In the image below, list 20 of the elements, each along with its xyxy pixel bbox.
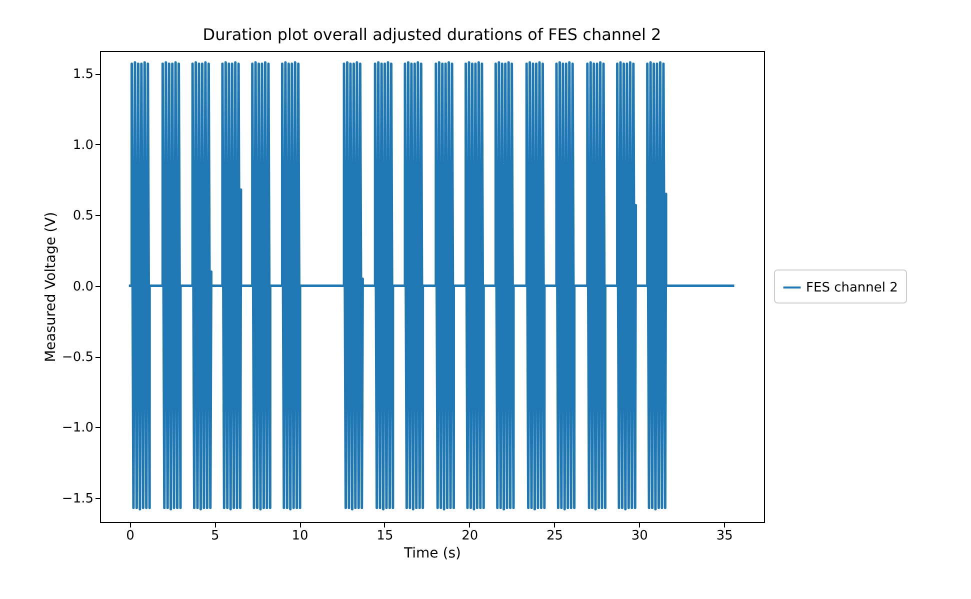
chart-title: Duration plot overall adjusted durations of FES channel 2 xyxy=(202,25,662,44)
y-tick-label: 0.0 xyxy=(72,279,94,294)
y-tick-label: 0.5 xyxy=(72,208,94,224)
x-tick-label: 30 xyxy=(631,528,648,544)
y-tick-label: −0.5 xyxy=(62,350,94,366)
y-tick-label: −1.0 xyxy=(62,420,94,436)
x-tick-label: 0 xyxy=(126,528,134,544)
x-tick-label: 5 xyxy=(210,528,220,544)
y-tick-label: 1.5 xyxy=(72,67,94,82)
y-axis-title: Measured Voltage (V) xyxy=(42,212,59,362)
x-tick-label: 20 xyxy=(462,528,478,544)
y-tick-label: −1.5 xyxy=(62,491,94,506)
legend-label: FES channel 2 xyxy=(806,280,898,296)
x-tick-label: 15 xyxy=(376,528,394,544)
y-tick-label: 1.0 xyxy=(72,138,94,153)
x-axis-title: Time (s) xyxy=(403,546,461,562)
x-tick-label: 35 xyxy=(716,528,733,544)
line-series xyxy=(128,61,736,511)
x-tick-label: 10 xyxy=(292,528,308,544)
x-tick-label: 25 xyxy=(546,528,564,544)
